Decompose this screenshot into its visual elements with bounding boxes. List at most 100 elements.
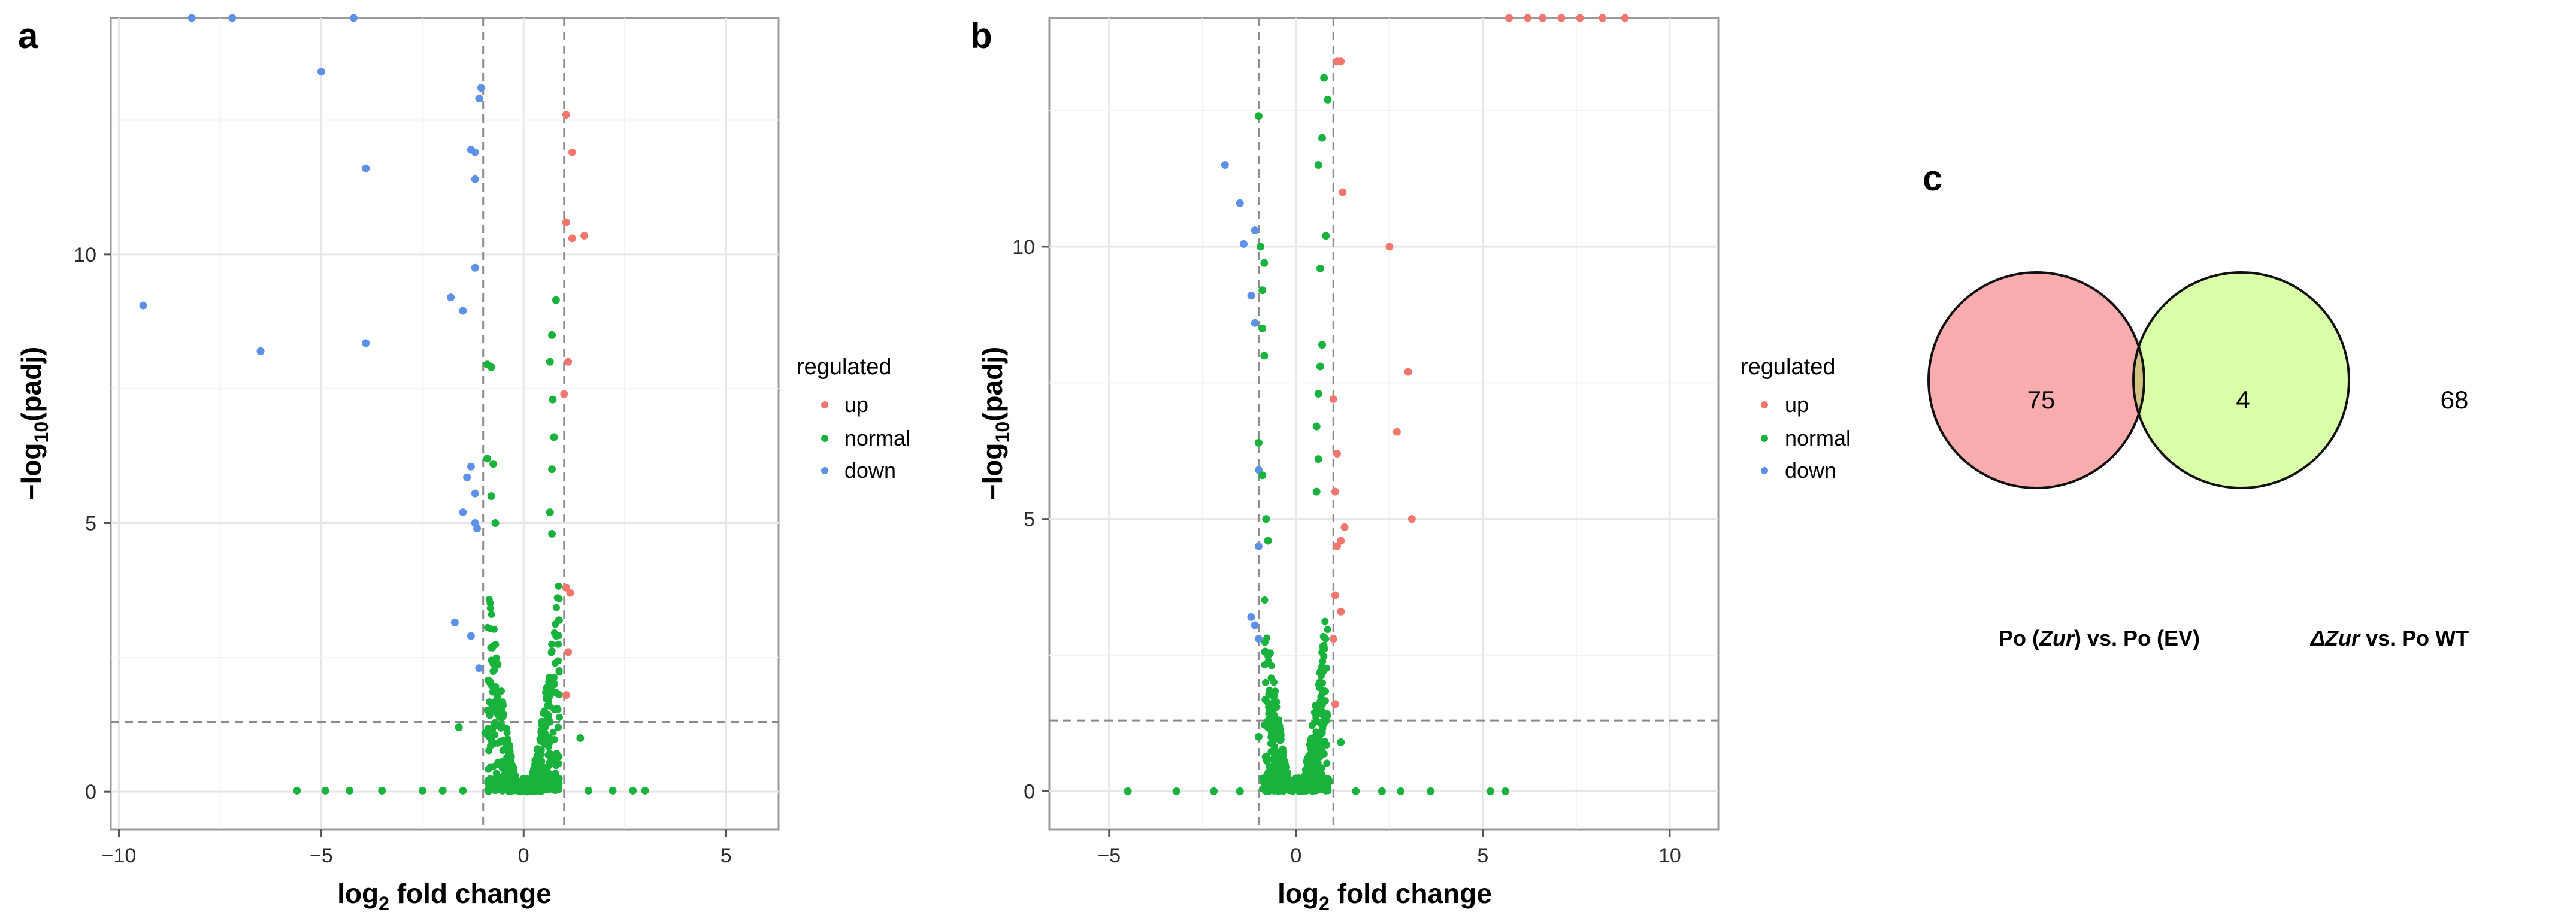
normal-point: [555, 595, 563, 602]
normal-point: [1236, 787, 1244, 795]
normal-point: [526, 784, 534, 792]
up-point: [1333, 542, 1341, 550]
down-point: [1239, 240, 1248, 248]
legend-b-up-label: up: [1785, 392, 1809, 417]
up-point: [562, 691, 570, 699]
up-point: [1337, 57, 1345, 66]
normal-point: [536, 784, 544, 792]
normal-point: [418, 786, 426, 795]
normal-point: [551, 659, 559, 667]
down-point: [187, 14, 196, 22]
normal-point: [1319, 689, 1327, 697]
y-tick-label: 10: [74, 244, 96, 266]
normal-point: [1309, 787, 1316, 795]
normal-point: [550, 736, 558, 744]
normal-point: [507, 753, 515, 761]
volcano-plot-b: −5 0 5 10 0 5 10 log2 fold change −log10(padj)…: [977, 14, 1851, 914]
normal-point: [1321, 617, 1329, 625]
normal-point: [534, 755, 542, 763]
x-tick-label: −5: [310, 844, 333, 867]
down-point: [459, 508, 467, 517]
normal-point: [1259, 774, 1267, 782]
up-point: [564, 358, 573, 366]
normal-point: [1323, 759, 1331, 767]
normal-point: [1322, 232, 1330, 240]
normal-point: [506, 762, 514, 770]
legend-b-down-marker: [1761, 467, 1768, 474]
down-point: [477, 84, 485, 92]
normal-point: [548, 529, 556, 538]
normal-point: [1270, 727, 1278, 735]
down-point: [1236, 199, 1244, 207]
normal-point: [1261, 661, 1269, 669]
normal-point: [486, 698, 494, 706]
normal-point: [1258, 471, 1267, 480]
up-point: [1621, 14, 1629, 22]
normal-point: [321, 786, 329, 795]
legend-a-title: regulated: [797, 355, 891, 380]
normal-point: [1280, 787, 1288, 795]
normal-point: [641, 786, 649, 795]
normal-point: [494, 697, 502, 705]
normal-point: [1292, 784, 1300, 792]
normal-point: [1318, 134, 1327, 142]
normal-point: [555, 760, 562, 768]
plot-a-xlabel: log2 fold change: [337, 878, 552, 914]
normal-point: [487, 492, 495, 501]
normal-point: [1284, 769, 1291, 777]
down-point: [1251, 226, 1259, 235]
normal-point: [543, 785, 551, 793]
normal-point: [1316, 719, 1324, 726]
normal-point: [488, 780, 496, 788]
x-tick-label: −10: [102, 844, 137, 867]
legend-b-normal-marker: [1761, 435, 1768, 442]
normal-point: [548, 640, 556, 648]
normal-point: [1267, 706, 1275, 714]
down-point: [447, 293, 455, 302]
normal-point: [1261, 596, 1269, 604]
normal-point: [1254, 438, 1263, 447]
venn-left-label: Po (Zur) vs. Po (EV): [1999, 626, 2200, 650]
normal-point: [488, 736, 495, 744]
y-tick-label: 10: [1012, 236, 1035, 259]
down-point: [473, 524, 482, 532]
y-tick-label: 0: [1024, 780, 1035, 803]
normal-point: [552, 296, 560, 304]
normal-point: [549, 756, 557, 764]
normal-point: [1319, 643, 1327, 650]
normal-point: [1270, 768, 1278, 775]
normal-point: [1397, 787, 1405, 795]
down-point: [1254, 466, 1263, 474]
up-point: [1599, 14, 1607, 22]
x-tick-label: 5: [721, 844, 732, 867]
normal-point: [346, 786, 354, 795]
normal-point: [1316, 749, 1324, 756]
down-point: [471, 263, 479, 272]
normal-point: [1310, 738, 1318, 746]
normal-point: [1352, 787, 1360, 795]
down-point: [1247, 292, 1255, 300]
plot-a-grid: [111, 18, 779, 829]
normal-point: [494, 722, 501, 729]
normal-point: [546, 358, 554, 366]
normal-point: [544, 768, 552, 776]
plot-b-background: [1048, 17, 1720, 831]
normal-point: [537, 726, 545, 734]
y-tick-label: 5: [1024, 508, 1035, 531]
normal-point: [524, 776, 532, 784]
down-point: [1247, 613, 1255, 621]
normal-point: [1275, 720, 1283, 728]
normal-point: [549, 395, 557, 404]
normal-point: [1270, 692, 1278, 699]
down-point: [1221, 161, 1229, 169]
normal-point: [492, 641, 500, 649]
normal-point: [1319, 657, 1327, 665]
down-point: [459, 307, 467, 315]
normal-point: [540, 775, 547, 783]
down-point: [471, 489, 479, 498]
normal-point: [546, 718, 554, 726]
normal-point: [531, 775, 539, 783]
normal-point: [1486, 787, 1494, 795]
normal-point: [1295, 774, 1303, 782]
legend-b-normal-label: normal: [1785, 426, 1851, 450]
